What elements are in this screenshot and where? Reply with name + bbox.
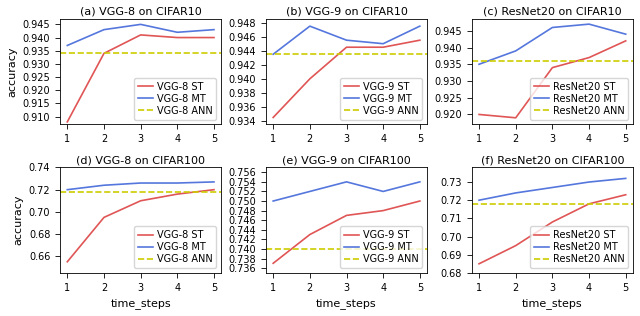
Title: (b) VGG-9 on CIFAR10: (b) VGG-9 on CIFAR10 (285, 7, 408, 17)
Title: (a) VGG-8 on CIFAR10: (a) VGG-8 on CIFAR10 (80, 7, 202, 17)
X-axis label: time_steps: time_steps (522, 298, 582, 309)
Legend: ResNet20 ST, ResNet20 MT, ResNet20 ANN: ResNet20 ST, ResNet20 MT, ResNet20 ANN (530, 78, 628, 120)
X-axis label: time_steps: time_steps (110, 298, 171, 309)
Legend: VGG-8 ST, VGG-8 MT, VGG-8 ANN: VGG-8 ST, VGG-8 MT, VGG-8 ANN (134, 226, 216, 268)
Title: (c) ResNet20 on CIFAR10: (c) ResNet20 on CIFAR10 (483, 7, 621, 17)
Legend: VGG-9 ST, VGG-9 MT, VGG-9 ANN: VGG-9 ST, VGG-9 MT, VGG-9 ANN (340, 226, 422, 268)
X-axis label: time_steps: time_steps (316, 298, 377, 309)
Y-axis label: accuracy: accuracy (13, 195, 23, 246)
Legend: VGG-8 ST, VGG-8 MT, VGG-8 ANN: VGG-8 ST, VGG-8 MT, VGG-8 ANN (134, 78, 216, 120)
Y-axis label: accuracy: accuracy (7, 46, 17, 97)
Legend: ResNet20 ST, ResNet20 MT, ResNet20 ANN: ResNet20 ST, ResNet20 MT, ResNet20 ANN (530, 226, 628, 268)
Legend: VGG-9 ST, VGG-9 MT, VGG-9 ANN: VGG-9 ST, VGG-9 MT, VGG-9 ANN (340, 78, 422, 120)
Title: (f) ResNet20 on CIFAR100: (f) ResNet20 on CIFAR100 (481, 155, 624, 165)
Title: (e) VGG-9 on CIFAR100: (e) VGG-9 on CIFAR100 (282, 155, 411, 165)
Title: (d) VGG-8 on CIFAR100: (d) VGG-8 on CIFAR100 (76, 155, 205, 165)
